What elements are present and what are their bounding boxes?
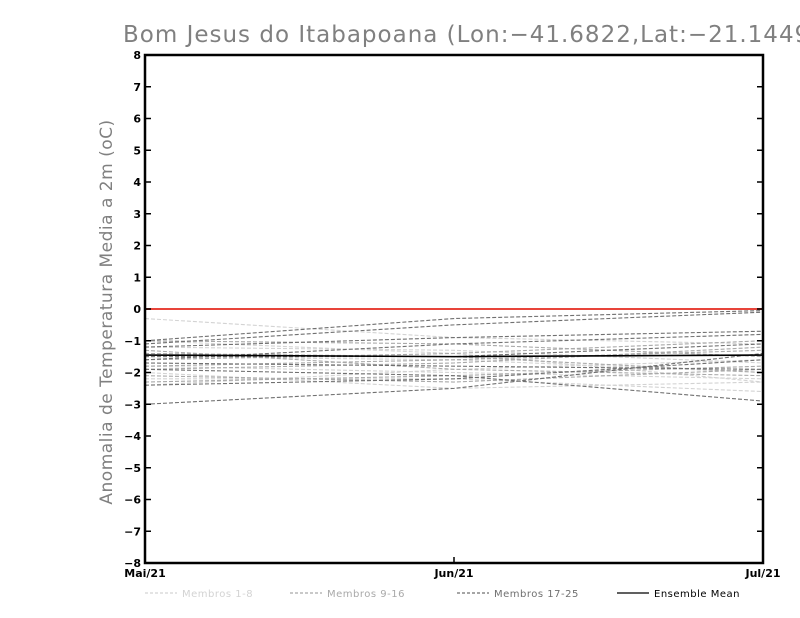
- y-tick-label: −2: [124, 367, 141, 380]
- y-tick-label: −3: [124, 398, 141, 411]
- chart-title: Bom Jesus do Itabapoana (Lon:−41.6822,La…: [123, 22, 800, 48]
- series-line-membros-17-25: [144, 368, 764, 402]
- y-tick-label: 4: [133, 176, 141, 189]
- series-line-membros-17-25: [144, 330, 764, 348]
- y-tick-label: 6: [133, 113, 141, 126]
- series-line-membros-1-8: [144, 365, 764, 380]
- series-line-membros-17-25: [144, 333, 764, 361]
- y-tick-label: 5: [133, 144, 141, 157]
- series-line-membros-17-25: [144, 311, 764, 345]
- series-layer: [144, 308, 764, 405]
- series-line-membros-1-8: [144, 317, 764, 345]
- x-tick-label: Jun/21: [433, 567, 473, 580]
- y-tick-label: 7: [133, 81, 141, 94]
- y-tick-label: 3: [133, 208, 141, 221]
- y-axis-label: Anomalia de Temperatura Media a 2m (oC): [97, 119, 117, 504]
- x-ticks: Mai/21 Jun/21 Jul/21: [124, 557, 781, 580]
- x-tick-label: Mai/21: [124, 567, 165, 580]
- series-line-membros-9-16: [144, 340, 764, 361]
- y-tick-label: −6: [124, 494, 141, 507]
- legend: Membros 1-8 Membros 9-16 Membros 17-25 Ense…: [145, 589, 740, 600]
- series-line-membros-1-8: [144, 346, 764, 364]
- series-line-membros-17-25: [144, 362, 764, 370]
- series-line-membros-9-16: [144, 368, 764, 383]
- y-tick-label: −5: [124, 462, 141, 475]
- y-tick-label: −1: [124, 335, 141, 348]
- series-line-membros-17-25: [144, 359, 764, 386]
- y-tick-label: −7: [124, 525, 141, 538]
- y-tick-label: −8: [124, 557, 141, 570]
- y-tick-label: −4: [124, 430, 141, 443]
- series-line-membros-9-16: [144, 346, 764, 370]
- y-tick-label: 1: [133, 271, 141, 284]
- series-line-ensemble-mean: [144, 354, 764, 358]
- legend-label: Ensemble Mean: [654, 589, 740, 600]
- series-line-membros-17-25: [144, 352, 764, 405]
- y-ticks: 8 7 6 5 4 3 2 1 0 −1 −2 −3 −4 −5 −6 −7 −8: [124, 49, 763, 570]
- y-tick-label: 0: [133, 303, 141, 316]
- y-tick-label: 2: [133, 240, 141, 253]
- y-tick-label: 8: [133, 49, 141, 62]
- legend-label: Membros 17-25: [494, 589, 579, 600]
- legend-label: Membros 1-8: [182, 589, 253, 600]
- legend-label: Membros 9-16: [327, 589, 405, 600]
- series-line-membros-17-25: [144, 310, 764, 342]
- x-tick-label: Jul/21: [744, 567, 780, 580]
